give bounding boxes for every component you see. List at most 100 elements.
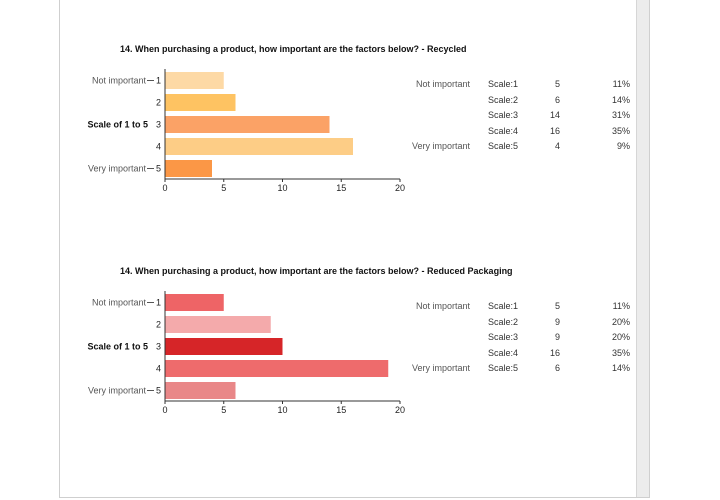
axis-label: Scale of 1 to 5	[87, 120, 148, 130]
category-label: 1	[156, 298, 161, 308]
bar-3	[165, 338, 283, 355]
bar-5	[165, 160, 212, 177]
table-row: Not important Scale: 1 5 11%	[416, 301, 630, 317]
scale-label: Scale:	[488, 79, 514, 89]
x-tick-label: 10	[277, 183, 287, 193]
response-percent: 20%	[611, 332, 630, 342]
category-label: 5	[156, 386, 161, 396]
scale-label: Scale:	[488, 363, 514, 373]
x-tick-label: 5	[221, 183, 226, 193]
response-count: 6	[554, 363, 560, 373]
category-label: 1	[156, 76, 161, 86]
x-tick-label: 5	[221, 405, 226, 415]
response-count: 14	[549, 110, 560, 120]
chart-title: 14. When purchasing a product, how impor…	[120, 44, 467, 54]
results-table: Not important Scale: 1 5 11% Scale: 2 6 14% Scale…	[412, 79, 630, 157]
scale-label: Scale:	[488, 347, 514, 358]
scale-label: Scale:	[488, 125, 514, 136]
table-row: Scale: 3 9 20%	[420, 332, 630, 348]
category-label: 3	[156, 120, 161, 130]
end-label-low: Not important	[92, 298, 147, 308]
bar-2	[165, 316, 271, 333]
category-label: 4	[156, 364, 161, 374]
scale-label: Scale:	[488, 110, 514, 120]
table-row: Scale: 3 14 31%	[420, 110, 630, 126]
response-percent: 35%	[611, 347, 630, 358]
category-label: 4	[156, 142, 161, 152]
scale-value: 4	[513, 125, 519, 136]
response-count: 4	[554, 141, 560, 151]
x-tick-label: 20	[395, 183, 405, 193]
scale-value: 4	[513, 347, 519, 358]
scale-value: 1	[513, 301, 519, 311]
bar-2	[165, 94, 236, 111]
bar-4	[165, 138, 353, 155]
end-label: Not important	[415, 79, 470, 89]
response-count: 9	[554, 332, 560, 342]
category-label: 3	[156, 342, 161, 352]
scale-label: Scale:	[488, 332, 514, 342]
chart-title: 14. When purchasing a product, how impor…	[120, 266, 513, 276]
bar-1	[165, 72, 224, 89]
end-label-low: Not important	[92, 76, 147, 86]
scale-label: Scale:	[488, 316, 514, 327]
response-count: 5	[554, 301, 560, 311]
response-percent: 11%	[612, 79, 630, 89]
response-percent: 14%	[611, 94, 630, 105]
bar-chart-recycled: 1 Not important 2 3 Scale of 1 to 5 4 5 Very im…	[87, 69, 405, 193]
response-count: 9	[554, 316, 560, 327]
x-tick-label: 0	[162, 405, 167, 415]
bar-chart-reduced-packaging: 1 Not important 2 3 Scale of 1 to 5 4 5 Very im…	[87, 291, 405, 415]
chart-section-reduced-packaging: 14. When purchasing a product, how impor…	[60, 266, 635, 466]
scale-value: 1	[513, 79, 519, 89]
response-percent: 20%	[611, 316, 630, 327]
x-tick-label: 10	[277, 405, 287, 415]
table-row: Scale: 2 6 14%	[420, 95, 630, 111]
end-label-high: Very important	[88, 164, 147, 174]
x-tick-label: 15	[336, 405, 346, 415]
x-tick-label: 20	[395, 405, 405, 415]
chart-section-recycled: 14. When purchasing a product, how impor…	[60, 44, 635, 244]
end-label: Very important	[411, 363, 470, 373]
end-label-high: Very important	[88, 386, 147, 396]
scrollbar-track[interactable]	[636, 0, 649, 497]
response-percent: 31%	[611, 110, 630, 120]
bar-3	[165, 116, 330, 133]
table-row: Scale: 4 16 35%	[420, 126, 630, 142]
content-frame	[59, 0, 650, 498]
table-row: Scale: 2 9 20%	[420, 317, 630, 333]
response-percent: 11%	[612, 301, 630, 311]
response-count: 5	[554, 79, 560, 89]
response-count: 16	[549, 125, 560, 136]
x-tick-label: 0	[162, 183, 167, 193]
x-tick-label: 15	[336, 183, 346, 193]
scale-value: 2	[513, 94, 519, 105]
end-label: Not important	[415, 301, 470, 311]
end-label: Very important	[411, 141, 470, 151]
category-label: 2	[156, 98, 161, 108]
table-row: Very important Scale: 5 6 14%	[412, 363, 630, 379]
category-label: 5	[156, 164, 161, 174]
scale-value: 3	[513, 110, 519, 120]
bar-1	[165, 294, 224, 311]
scale-value: 2	[513, 316, 519, 327]
scale-label: Scale:	[488, 141, 514, 151]
axis-label: Scale of 1 to 5	[87, 342, 148, 352]
results-table: Not important Scale: 1 5 11% Scale: 2 9 20% Scale…	[412, 301, 630, 379]
table-row: Not important Scale: 1 5 11%	[416, 79, 630, 95]
response-percent: 35%	[611, 125, 630, 136]
response-count: 6	[554, 94, 560, 105]
table-row: Very important Scale: 5 4 9%	[412, 141, 630, 157]
bar-5	[165, 382, 236, 399]
scale-value: 5	[513, 363, 519, 373]
scale-label: Scale:	[488, 94, 514, 105]
response-percent: 9%	[616, 141, 630, 151]
scale-value: 3	[513, 332, 519, 342]
response-count: 16	[549, 347, 560, 358]
table-row: Scale: 4 16 35%	[420, 348, 630, 364]
scale-label: Scale:	[488, 301, 514, 311]
scale-value: 5	[513, 141, 519, 151]
bar-4	[165, 360, 389, 377]
response-percent: 14%	[611, 363, 630, 373]
category-label: 2	[156, 320, 161, 330]
